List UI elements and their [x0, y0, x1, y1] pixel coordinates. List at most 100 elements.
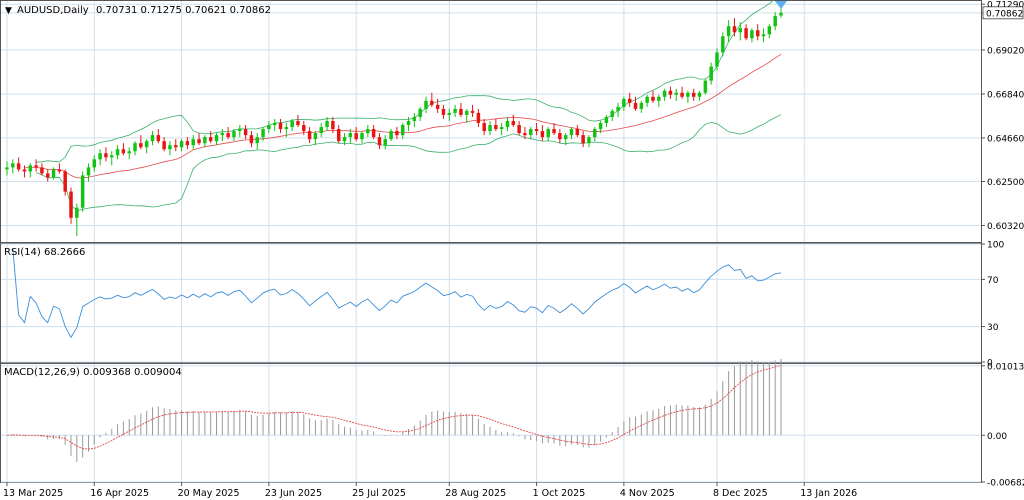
- candle-body: [313, 133, 318, 140]
- rsi-y-tick-label: 100: [987, 241, 1004, 251]
- candle-body: [622, 98, 626, 107]
- price-layer: [5, 0, 787, 236]
- candle-body: [307, 131, 312, 140]
- candle-body: [750, 30, 754, 39]
- x-tick-label: 16 Apr 2025: [90, 488, 149, 499]
- candle-body: [226, 133, 230, 138]
- candle-body: [319, 127, 324, 134]
- candle-body: [424, 100, 428, 109]
- x-tick-label: 13 Mar 2025: [3, 488, 63, 499]
- candle-body: [104, 153, 108, 158]
- macd-y-tick-label: 0.00: [987, 432, 1007, 442]
- candle-body: [488, 125, 492, 132]
- candle-body: [69, 191, 73, 218]
- candle-body: [168, 145, 172, 150]
- candle-body: [523, 133, 527, 136]
- candle-body: [342, 137, 347, 142]
- candle-body: [336, 129, 341, 142]
- title-triangle-icon[interactable]: ▼: [5, 6, 12, 16]
- last-price-tag: [982, 6, 1024, 20]
- price-y-tick-label: 0.71290: [987, 1, 1024, 11]
- candle-body: [610, 110, 614, 117]
- ohlc-values: 0.70731 0.71275 0.70621 0.70862: [96, 5, 271, 16]
- candle-body: [127, 151, 131, 154]
- candle-body: [110, 155, 114, 158]
- price-pane-frame: [0, 0, 982, 243]
- candle-body: [470, 110, 475, 113]
- price-pane-title: AUDUSD,Daily: [17, 5, 89, 16]
- candle-body: [668, 90, 673, 95]
- macd-y-tick-label: -0.00682: [987, 479, 1024, 489]
- candle-body: [639, 102, 644, 109]
- candle-body: [651, 96, 655, 101]
- candle-body: [197, 139, 201, 144]
- macd-pane-frame: [0, 363, 982, 483]
- candle-body: [476, 112, 481, 124]
- candle-body: [435, 104, 440, 109]
- x-tick-label: 4 Nov 2025: [620, 488, 675, 499]
- candle-body: [558, 133, 562, 140]
- candle-body: [150, 135, 155, 142]
- x-tick-label: 25 Jul 2025: [352, 488, 406, 499]
- candle-body: [174, 145, 178, 148]
- candle-body: [738, 28, 743, 33]
- candle-body: [499, 127, 504, 130]
- candle-body: [732, 26, 737, 33]
- candle-body: [680, 92, 684, 97]
- bollinger-lower-line: [35, 114, 782, 212]
- candle-body: [464, 110, 469, 115]
- rsi-layer: [12, 248, 782, 339]
- candle-body: [371, 129, 376, 138]
- candle-body: [779, 12, 783, 16]
- x-tick-label: 28 Aug 2025: [445, 488, 506, 499]
- price-y-tick-label: 0.64660: [987, 134, 1024, 144]
- candle-body: [389, 131, 393, 140]
- candle-body: [86, 167, 91, 176]
- candle-body: [377, 137, 382, 146]
- candle-body: [243, 129, 248, 136]
- x-tick-label: 1 Oct 2025: [533, 488, 586, 499]
- candle-body: [278, 123, 283, 130]
- candle-body: [482, 123, 486, 132]
- macd-layer: [6, 358, 782, 463]
- candle-body: [441, 108, 446, 115]
- candle-body: [220, 133, 225, 136]
- candle-body: [290, 120, 294, 128]
- candle-body: [721, 36, 725, 53]
- price-y-tick-label: 0.62500: [987, 178, 1024, 188]
- candle-body: [238, 129, 242, 132]
- rsi-line: [12, 248, 782, 339]
- candle-body: [139, 143, 143, 148]
- candle-body: [674, 92, 678, 95]
- candle-body: [563, 135, 568, 140]
- candle-body: [348, 133, 353, 138]
- candle-body: [249, 135, 254, 144]
- candle-body: [662, 90, 667, 97]
- candle-body: [400, 125, 405, 136]
- candle-body: [203, 137, 207, 144]
- candle-body: [296, 120, 300, 126]
- candle-body: [325, 120, 329, 128]
- candle-body: [255, 137, 259, 144]
- candle-body: [162, 141, 166, 150]
- candle-body: [63, 171, 67, 192]
- candle-body: [534, 129, 539, 132]
- candle-body: [115, 149, 120, 156]
- x-tick-label: 13 Jan 2026: [800, 488, 857, 499]
- candle-body: [366, 129, 370, 134]
- price-y-tick-label: 0.69020: [987, 47, 1024, 57]
- candle-body: [406, 120, 411, 126]
- candle-body: [587, 137, 591, 144]
- candle-body: [726, 26, 731, 37]
- candle-body: [5, 167, 9, 170]
- candle-body: [232, 131, 236, 138]
- candle-body: [185, 141, 190, 146]
- rsi-y-tick-label: 0: [987, 359, 993, 369]
- candle-body: [575, 129, 580, 136]
- candle-body: [214, 135, 219, 142]
- candle-body: [529, 129, 533, 136]
- candle-body: [593, 129, 597, 138]
- candle-body: [691, 92, 696, 97]
